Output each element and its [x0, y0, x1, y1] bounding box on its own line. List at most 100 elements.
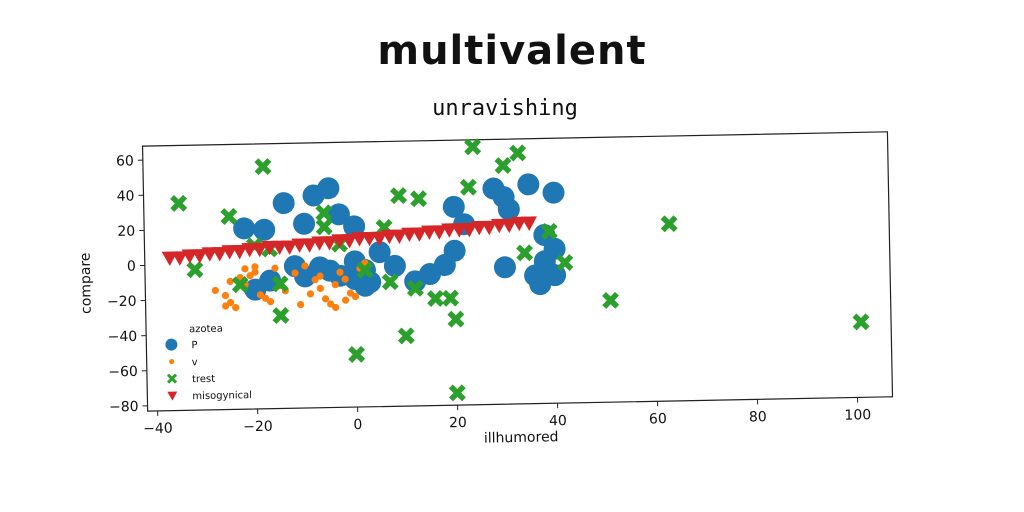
legend-label-v: v	[192, 357, 198, 368]
data-point-misogynical	[510, 216, 527, 232]
data-point-trest	[315, 204, 333, 222]
y-axis: 60 40 20 0 −20 −40 −60 −80	[107, 153, 148, 416]
data-point-v	[297, 300, 305, 309]
y-tick-label: 40	[117, 188, 135, 204]
chart-title: multivalent	[377, 28, 647, 74]
legend-label-P: P	[191, 340, 197, 351]
data-point-v	[261, 294, 270, 302]
data-point-misogynical	[401, 227, 418, 243]
data-point-v	[327, 300, 335, 308]
data-point-trest	[447, 310, 465, 328]
legend-title: azotea	[189, 324, 223, 336]
data-point-misogynical	[251, 242, 268, 258]
data-point-trest	[186, 261, 204, 279]
data-point-v	[311, 276, 319, 284]
x-tick-label: 0	[353, 417, 362, 433]
data-point-P	[308, 256, 331, 279]
data-point-misogynical	[331, 234, 348, 249]
data-point-misogynical	[291, 238, 308, 253]
data-point-trest	[464, 138, 482, 156]
chart-subtitle: unravishing	[432, 96, 578, 121]
data-point-trest	[516, 244, 534, 262]
data-point-v	[241, 265, 249, 273]
legend-label-misogynical: misogynical	[192, 390, 252, 402]
x-tick-label: −20	[243, 419, 273, 436]
x-tick-label: 20	[449, 415, 467, 431]
data-point-trest	[556, 254, 574, 272]
data-point-misogynical	[481, 220, 498, 236]
data-point-v	[222, 302, 230, 310]
data-point-v	[226, 298, 235, 307]
data-point-trest	[170, 194, 188, 212]
data-point-v	[211, 286, 219, 295]
data-point-misogynical	[321, 236, 338, 251]
data-point-v	[321, 295, 330, 303]
data-point-misogynical	[301, 238, 318, 253]
data-point-v	[341, 275, 349, 283]
data-point-P	[272, 192, 295, 215]
data-point-v	[266, 298, 275, 306]
data-point-P	[442, 195, 465, 218]
data-point-misogynical	[181, 249, 198, 264]
data-point-misogynical	[201, 247, 218, 262]
data-point-P	[327, 203, 350, 226]
data-point-misogynical	[361, 231, 378, 247]
y-tick-label: −60	[108, 364, 138, 381]
data-point-trest	[315, 218, 333, 236]
y-tick-label: −20	[107, 294, 137, 311]
data-point-v	[246, 272, 254, 280]
data-point-misogynical	[241, 242, 258, 258]
data-point-trest	[356, 261, 374, 279]
data-point-trest	[494, 157, 512, 175]
data-point-v	[221, 291, 230, 300]
data-point-P	[497, 198, 520, 221]
legend-label-trest: trest	[192, 374, 215, 385]
data-point-misogynical	[221, 244, 238, 260]
data-point-misogynical	[211, 246, 228, 262]
data-point-misogynical	[501, 218, 518, 234]
data-point-P	[443, 239, 466, 262]
data-point-misogynical	[311, 236, 328, 251]
data-point-P	[233, 217, 256, 240]
data-point-trest	[271, 275, 289, 293]
x-tick-label: 80	[749, 409, 767, 425]
x-tick-label: 60	[649, 411, 667, 427]
legend: azotea Pv trest misogynical	[165, 324, 252, 402]
data-point-misogynical	[161, 251, 178, 266]
data-point-trest	[272, 306, 290, 325]
data-point-misogynical	[281, 240, 298, 255]
data-point-trest	[254, 158, 272, 176]
data-point-misogynical	[491, 218, 508, 234]
legend-marker-trest	[166, 373, 178, 384]
data-point-v	[316, 284, 324, 293]
y-tick-label: 20	[117, 224, 135, 240]
data-point-misogynical	[471, 220, 488, 236]
data-point-misogynical	[431, 225, 448, 240]
data-point-P	[517, 173, 540, 196]
x-tick-label: 100	[844, 407, 871, 424]
data-point-misogynical	[271, 240, 288, 256]
data-point-trest	[406, 279, 424, 297]
x-axis-title: illhumored	[484, 429, 559, 446]
data-point-v	[346, 289, 355, 297]
data-point-misogynical	[461, 222, 478, 238]
data-point-v	[341, 296, 350, 304]
data-point-trest	[390, 187, 408, 205]
data-point-misogynical	[371, 231, 388, 247]
data-marks	[161, 138, 870, 402]
data-point-trest	[448, 384, 466, 402]
plot-area-group: −40 −20 0 20 40 60 80 100 60 40 20 0 −20 −40 −60 −80 i…	[78, 131, 894, 447]
data-point-misogynical	[451, 223, 468, 238]
data-point-trest	[348, 345, 366, 363]
data-point-misogynical	[381, 229, 398, 245]
data-point-misogynical	[341, 233, 358, 249]
data-point-P	[253, 218, 276, 241]
data-point-trest	[397, 327, 415, 345]
data-point-P	[542, 181, 565, 204]
data-point-P	[317, 177, 340, 200]
data-point-P	[293, 212, 316, 235]
data-point-v	[336, 268, 344, 276]
data-point-misogynical	[421, 225, 438, 240]
series-P	[233, 173, 567, 301]
data-point-P	[343, 215, 366, 238]
